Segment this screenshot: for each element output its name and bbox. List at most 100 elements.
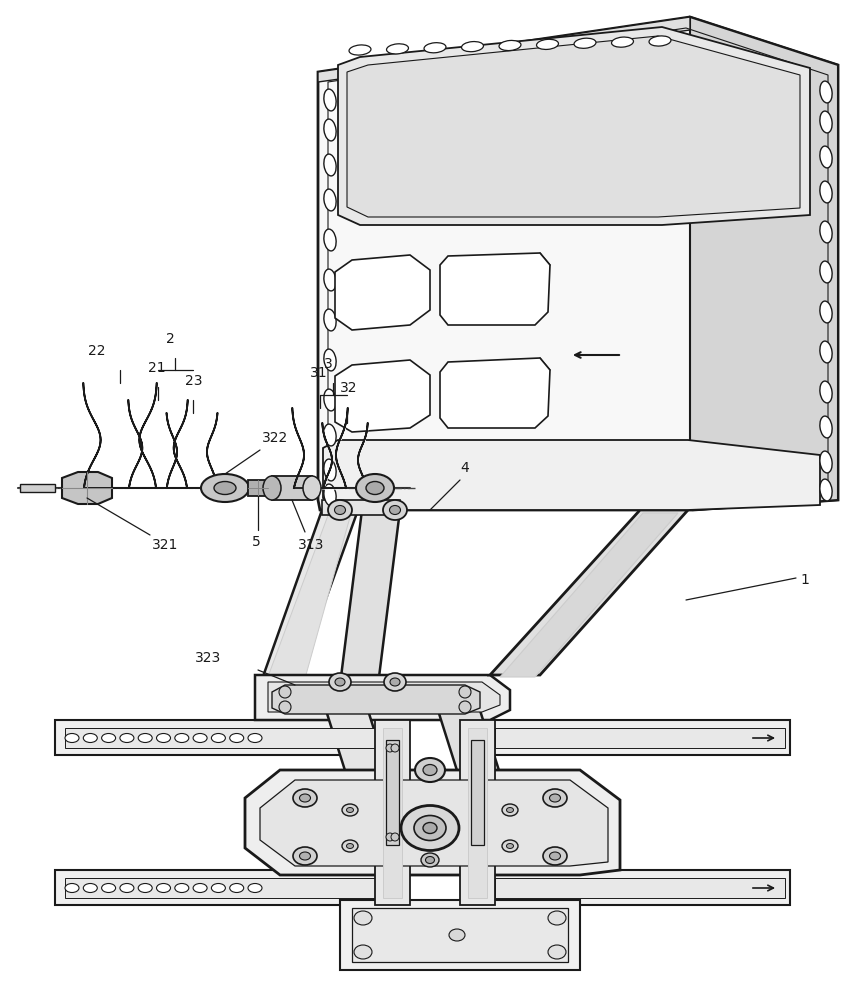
Ellipse shape [335, 678, 345, 686]
Ellipse shape [324, 229, 336, 251]
Polygon shape [490, 720, 790, 755]
Polygon shape [268, 682, 500, 712]
Ellipse shape [820, 81, 832, 103]
Polygon shape [55, 720, 390, 755]
Ellipse shape [248, 734, 262, 742]
Ellipse shape [507, 844, 513, 848]
Ellipse shape [550, 794, 561, 802]
Ellipse shape [342, 840, 358, 852]
Ellipse shape [324, 484, 336, 506]
Polygon shape [272, 685, 480, 714]
Ellipse shape [324, 189, 336, 211]
Polygon shape [65, 728, 385, 748]
Ellipse shape [328, 500, 352, 520]
Polygon shape [440, 253, 550, 325]
Ellipse shape [820, 261, 832, 283]
Polygon shape [490, 510, 688, 675]
Polygon shape [255, 675, 510, 720]
Ellipse shape [324, 349, 336, 371]
Polygon shape [490, 870, 790, 905]
Text: 4: 4 [460, 461, 469, 475]
Ellipse shape [279, 686, 291, 698]
Ellipse shape [346, 808, 353, 812]
Polygon shape [318, 685, 390, 780]
Ellipse shape [543, 847, 567, 865]
Ellipse shape [548, 911, 566, 925]
Text: 2: 2 [165, 332, 175, 346]
Polygon shape [260, 510, 358, 685]
Ellipse shape [548, 945, 566, 959]
Ellipse shape [229, 884, 244, 892]
Ellipse shape [83, 884, 97, 892]
Ellipse shape [120, 884, 134, 892]
Ellipse shape [507, 808, 513, 812]
Ellipse shape [354, 945, 372, 959]
Ellipse shape [83, 734, 97, 742]
Ellipse shape [414, 816, 446, 840]
Polygon shape [340, 510, 400, 685]
Text: 22: 22 [88, 344, 105, 358]
Text: 32: 32 [340, 381, 357, 395]
Polygon shape [272, 476, 312, 500]
Ellipse shape [65, 884, 79, 892]
Polygon shape [55, 870, 390, 905]
Ellipse shape [324, 389, 336, 411]
Ellipse shape [120, 734, 134, 742]
Polygon shape [471, 740, 484, 845]
Ellipse shape [421, 853, 439, 867]
Ellipse shape [820, 221, 832, 243]
Polygon shape [245, 770, 620, 875]
Polygon shape [468, 728, 487, 898]
Ellipse shape [279, 701, 291, 713]
Ellipse shape [303, 476, 321, 500]
Ellipse shape [157, 734, 170, 742]
Text: 323: 323 [195, 651, 221, 665]
Polygon shape [375, 720, 410, 905]
Polygon shape [338, 27, 810, 225]
Text: 313: 313 [298, 538, 325, 552]
Polygon shape [318, 17, 838, 510]
Ellipse shape [335, 506, 346, 514]
Ellipse shape [390, 678, 400, 686]
Text: 23: 23 [185, 374, 202, 388]
Ellipse shape [193, 734, 207, 742]
Ellipse shape [424, 43, 446, 53]
Ellipse shape [175, 734, 189, 742]
Ellipse shape [386, 833, 394, 841]
Ellipse shape [820, 301, 832, 323]
Ellipse shape [820, 479, 832, 501]
Ellipse shape [193, 884, 207, 892]
Ellipse shape [389, 506, 400, 514]
Ellipse shape [426, 856, 434, 863]
Text: 321: 321 [152, 538, 179, 552]
Polygon shape [266, 510, 352, 682]
Polygon shape [460, 720, 495, 905]
Ellipse shape [423, 764, 437, 776]
Text: 5: 5 [252, 535, 260, 549]
Ellipse shape [324, 424, 336, 446]
Ellipse shape [649, 36, 671, 46]
Ellipse shape [201, 474, 249, 502]
Ellipse shape [366, 482, 384, 494]
Polygon shape [323, 440, 820, 510]
Ellipse shape [299, 794, 310, 802]
Ellipse shape [293, 789, 317, 807]
Polygon shape [495, 728, 785, 748]
Ellipse shape [349, 45, 371, 55]
Ellipse shape [449, 929, 465, 941]
Polygon shape [386, 740, 399, 845]
Polygon shape [383, 728, 402, 898]
Ellipse shape [502, 804, 518, 816]
Ellipse shape [384, 673, 406, 691]
Ellipse shape [387, 44, 409, 54]
Ellipse shape [391, 744, 399, 752]
Ellipse shape [820, 146, 832, 168]
Ellipse shape [550, 852, 561, 860]
Ellipse shape [263, 476, 281, 500]
Polygon shape [347, 36, 800, 217]
Polygon shape [430, 685, 502, 780]
Ellipse shape [299, 852, 310, 860]
Ellipse shape [536, 39, 558, 49]
Ellipse shape [391, 833, 399, 841]
Ellipse shape [356, 474, 394, 502]
